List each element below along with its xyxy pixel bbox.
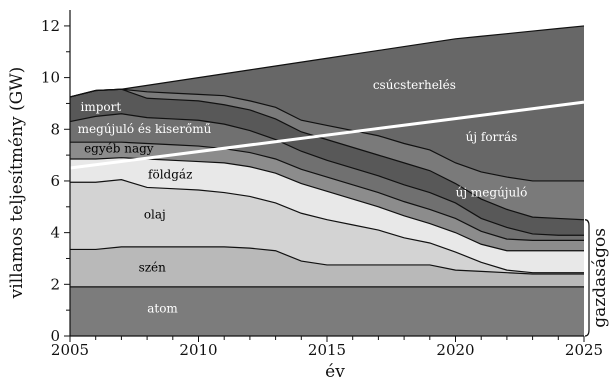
area-layers bbox=[69, 25, 585, 336]
y-tick-label: 8 bbox=[50, 120, 60, 138]
y-tick-label: 4 bbox=[50, 224, 60, 242]
area-új-megújuló bbox=[70, 89, 584, 220]
x-axis-title: év bbox=[325, 362, 345, 381]
area-egyéb-nagy bbox=[70, 142, 584, 251]
label-atom: atom bbox=[147, 302, 178, 316]
label-földgáz: földgáz bbox=[148, 167, 192, 181]
label-megújuló-és-kiserőmű: megújuló és kiserőmű bbox=[78, 122, 212, 136]
y-tick-label: 0 bbox=[50, 327, 60, 345]
x-tick-label: 2020 bbox=[436, 341, 474, 359]
label-új-forrás: új forrás bbox=[466, 130, 518, 144]
area-szén bbox=[70, 246, 584, 287]
x-tick-label: 2010 bbox=[179, 341, 217, 359]
label-csúcsterhelés: csúcsterhelés bbox=[373, 78, 456, 92]
label-olaj: olaj bbox=[144, 207, 166, 221]
label-import: import bbox=[80, 100, 121, 114]
y-tick-label: 12 bbox=[41, 17, 60, 35]
boundary-megújuló-és-kiserőmű bbox=[69, 113, 584, 236]
series-labels: atom szén olaj földgáz egyéb nagy megújuló és… bbox=[78, 78, 528, 316]
boundary-új-forrás bbox=[69, 25, 585, 98]
peak-load-line-path bbox=[69, 100, 585, 170]
y-axis-title: villamos teljesítmény (GW) bbox=[7, 67, 27, 300]
economic-bracket: gazdaságos bbox=[584, 219, 610, 337]
x-tick-label: 2015 bbox=[308, 341, 346, 359]
area-import bbox=[70, 89, 584, 236]
boundary-egyéb-nagy bbox=[70, 141, 584, 241]
boundary-földgáz bbox=[70, 157, 584, 252]
peak-load-line bbox=[69, 100, 585, 170]
y-tick-label: 2 bbox=[50, 275, 60, 293]
x-tick-label: 2005 bbox=[51, 341, 89, 359]
area-atom bbox=[70, 286, 584, 336]
area-földgáz bbox=[70, 157, 584, 273]
y-tick-label: 10 bbox=[41, 69, 60, 87]
area-olaj bbox=[70, 179, 584, 274]
bracket-shape bbox=[584, 219, 590, 337]
label-szén: szén bbox=[139, 260, 167, 274]
boundary-új-megújuló bbox=[69, 88, 584, 182]
label-egyéb-nagy: egyéb nagy bbox=[84, 142, 154, 156]
label-új-megújuló: új megújuló bbox=[456, 185, 528, 199]
x-tick-label: 2025 bbox=[565, 341, 603, 359]
axes: 2005 2010 2015 2020 2025 0 2 4 6 8 10 12 bbox=[41, 10, 603, 359]
bracket-label: gazdaságos bbox=[590, 228, 610, 328]
boundary-import bbox=[69, 88, 585, 221]
area-új-forrás bbox=[70, 25, 584, 181]
boundary-szén bbox=[70, 246, 584, 275]
y-tick-label: 6 bbox=[50, 172, 60, 190]
boundary-olaj bbox=[70, 179, 584, 274]
